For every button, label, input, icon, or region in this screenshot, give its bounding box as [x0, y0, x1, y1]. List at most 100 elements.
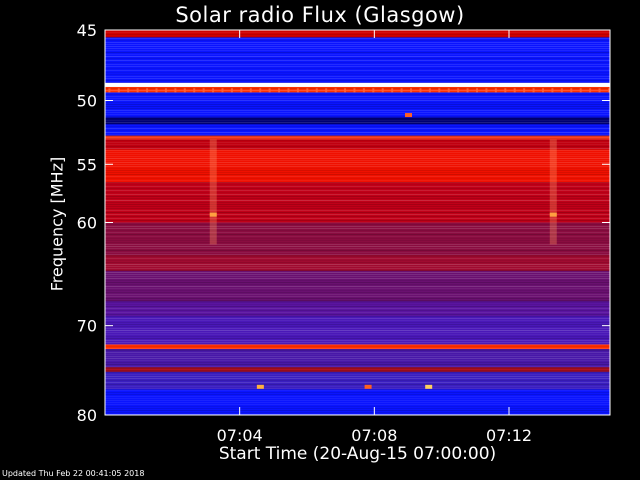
noise-streak: [105, 178, 610, 179]
y-tick-label: 55: [77, 155, 97, 174]
noise-streak: [105, 188, 610, 189]
frequency-band: [105, 117, 610, 125]
interference-dash: [494, 88, 497, 93]
noise-streak: [105, 352, 610, 353]
noise-streak: [105, 238, 610, 239]
noise-streak: [105, 302, 610, 303]
noise-streak: [105, 394, 610, 395]
interference-dash: [513, 88, 516, 93]
noise-streak: [105, 250, 610, 251]
noise-streak: [105, 52, 610, 53]
noise-streak: [105, 202, 610, 203]
noise-streak: [105, 164, 610, 165]
noise-streak: [105, 398, 610, 399]
signal-spot: [549, 212, 557, 217]
burst-column: [209, 139, 217, 245]
noise-streak: [105, 154, 610, 155]
noise-streak: [105, 174, 610, 175]
noise-streak: [105, 212, 610, 213]
frequency-band: [105, 222, 610, 256]
noise-streak: [105, 92, 610, 93]
noise-streak: [105, 334, 610, 335]
noise-streak: [105, 268, 610, 269]
noise-streak: [105, 314, 610, 315]
noise-streak: [105, 216, 610, 217]
noise-streak: [105, 242, 610, 243]
noise-streak: [105, 300, 610, 301]
noise-streak: [105, 350, 610, 351]
interference-dash: [249, 88, 252, 93]
noise-streak: [105, 262, 610, 263]
noise-streak: [105, 220, 610, 221]
noise-streak: [105, 324, 610, 325]
noise-streak: [105, 172, 610, 173]
frequency-band: [105, 367, 610, 372]
noise-streak: [105, 48, 610, 49]
noise-streak: [105, 130, 610, 131]
noise-streak: [105, 256, 610, 257]
noise-streak: [105, 304, 610, 305]
interference-dash: [428, 88, 431, 93]
noise-streak: [105, 148, 610, 149]
noise-streak: [105, 310, 610, 311]
frequency-band: [105, 255, 610, 271]
noise-streak: [105, 34, 610, 35]
noise-streak: [105, 160, 610, 161]
interference-dash: [560, 88, 563, 93]
noise-streak: [105, 392, 610, 393]
noise-streak: [105, 244, 610, 245]
noise-streak: [105, 240, 610, 241]
noise-streak: [105, 38, 610, 39]
noise-streak: [105, 388, 610, 389]
noise-streak: [105, 294, 610, 295]
noise-streak: [105, 162, 610, 163]
noise-streak: [105, 320, 610, 321]
interference-dash: [315, 88, 318, 93]
noise-streak: [105, 116, 610, 117]
interference-dash: [419, 88, 422, 93]
interference-dash: [230, 88, 233, 93]
y-tick-label: 60: [77, 214, 97, 233]
noise-streak: [105, 322, 610, 323]
noise-streak: [105, 288, 610, 289]
noise-streak: [105, 266, 610, 267]
noise-streak: [105, 94, 610, 95]
noise-streak: [105, 176, 610, 177]
noise-streak: [105, 308, 610, 309]
noise-streak: [105, 98, 610, 99]
noise-streak: [105, 224, 610, 225]
noise-streak: [105, 368, 610, 369]
noise-streak: [105, 168, 610, 169]
noise-streak: [105, 404, 610, 405]
interference-dash: [136, 88, 139, 93]
noise-streak: [105, 186, 610, 187]
noise-streak: [105, 110, 610, 111]
noise-streak: [105, 196, 610, 197]
interference-dash: [457, 88, 460, 93]
noise-streak: [105, 340, 610, 341]
noise-streak: [105, 70, 610, 71]
noise-streak: [105, 274, 610, 275]
interference-dash: [541, 88, 544, 93]
noise-streak: [105, 170, 610, 171]
noise-streak: [105, 316, 610, 317]
noise-streak: [105, 218, 610, 219]
noise-streak: [105, 190, 610, 191]
noise-streak: [105, 56, 610, 57]
noise-streak: [105, 354, 610, 355]
noise-streak: [105, 248, 610, 249]
noise-streak: [105, 356, 610, 357]
noise-streak: [105, 134, 610, 135]
noise-streak: [105, 384, 610, 385]
noise-streak: [105, 290, 610, 291]
noise-streak: [105, 96, 610, 97]
interference-dash: [287, 88, 290, 93]
interference-dash: [174, 88, 177, 93]
chart-title: Solar radio Flux (Glasgow): [175, 3, 465, 27]
noise-streak: [105, 222, 610, 223]
noise-streak: [105, 378, 610, 379]
noise-streak: [105, 44, 610, 45]
noise-streak: [105, 228, 610, 229]
noise-streak: [105, 50, 610, 51]
noise-streak: [105, 372, 610, 373]
